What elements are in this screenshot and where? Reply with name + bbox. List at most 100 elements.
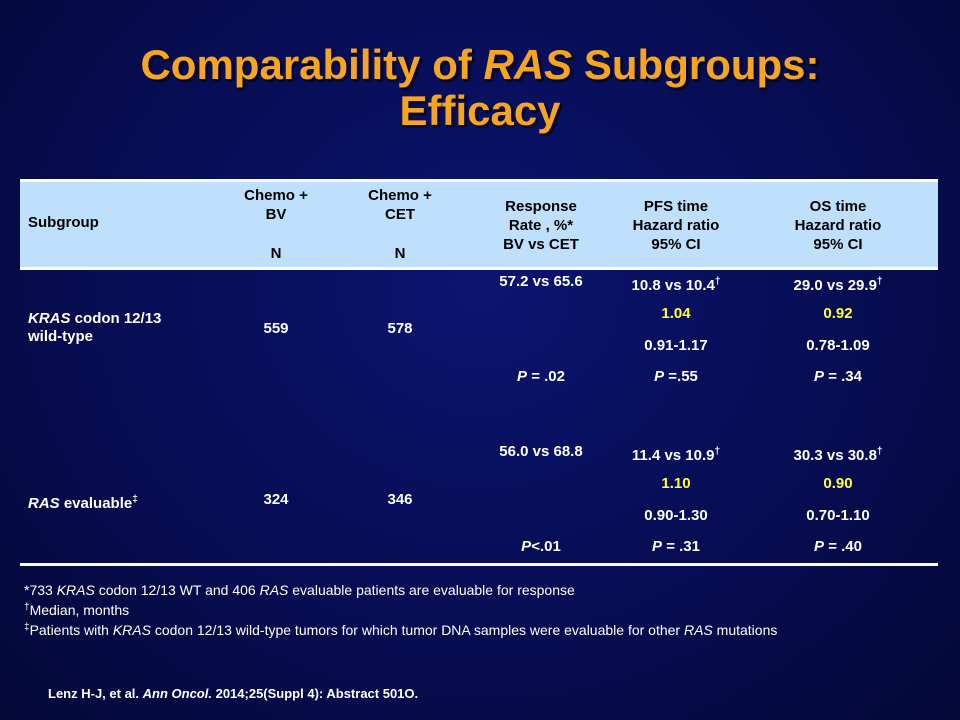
row1-response-rate: 57.2 vs 65.6 bbox=[499, 273, 583, 290]
title-text-part1: Comparability of bbox=[140, 41, 484, 88]
table-header-rule bbox=[20, 267, 938, 270]
row1-pfs-time: 10.8 vs 10.4† bbox=[596, 273, 756, 295]
row1-pfs-hr: 1.04 bbox=[661, 305, 691, 322]
header-pfs-line2: Hazard ratio bbox=[632, 217, 720, 234]
header-pfs: PFS time Hazard ratio 95% CI bbox=[596, 197, 756, 254]
row1-n-cet: 578 bbox=[387, 320, 413, 337]
row1-subgroup-line2: wild-type bbox=[28, 328, 94, 345]
row1-os-hr: 0.92 bbox=[823, 305, 853, 322]
row1-pfs-ci: 0.91-1.17 bbox=[644, 337, 708, 354]
footnote2-symbol: † bbox=[24, 602, 30, 613]
footnote-patients: ‡Patients with KRAS codon 12/13 wild-typ… bbox=[24, 619, 777, 639]
header-rr-line1: Response bbox=[505, 198, 577, 215]
row2-os-time-value: 30.3 vs 30.8 bbox=[793, 447, 877, 464]
row1-os-p: P = .34 bbox=[758, 368, 918, 386]
row2-pfs-ci: 0.90-1.30 bbox=[644, 507, 708, 524]
footnote1-e: evaluable patients are evaluable for res… bbox=[288, 582, 575, 598]
header-os-line3: 95% CI bbox=[813, 236, 863, 253]
title-text-part3: Subgroups: bbox=[572, 41, 820, 88]
header-os-line1: OS time bbox=[809, 198, 867, 215]
footnote-median: †Median, months bbox=[24, 599, 129, 619]
header-os-line2: Hazard ratio bbox=[794, 217, 882, 234]
header-response-rate: Response Rate , %* BV vs CET bbox=[466, 197, 616, 254]
footnote1-a: *733 bbox=[24, 582, 57, 598]
reference-details: 2014;25(Suppl 4): Abstract 501O. bbox=[211, 686, 419, 701]
row2-rr-p-value: <.01 bbox=[531, 538, 561, 555]
header-pfs-line3: 95% CI bbox=[651, 236, 701, 253]
row2-n-bv: 324 bbox=[263, 491, 289, 508]
row1-pfs-p-label: P bbox=[654, 368, 665, 385]
row1-os-time-value: 29.0 vs 29.9 bbox=[793, 277, 877, 294]
header-chemo-bv-n: N bbox=[270, 245, 282, 262]
row2-pfs-p-value: = .31 bbox=[662, 538, 700, 555]
table-top-rule bbox=[20, 179, 938, 182]
header-os: OS time Hazard ratio 95% CI bbox=[758, 197, 918, 254]
title-line-1: Comparability of RAS Subgroups: bbox=[0, 42, 960, 88]
footnote1-d: RAS bbox=[259, 582, 289, 598]
title-line-2: Efficacy bbox=[399, 87, 561, 134]
row1-subgroup: KRAS codon 12/13 wild-type bbox=[28, 310, 161, 346]
reference-journal: Ann Oncol. bbox=[142, 686, 212, 701]
footnote1-b: KRAS bbox=[56, 582, 95, 598]
row1-os-p-value: = .34 bbox=[824, 368, 862, 385]
row2-os-time: 30.3 vs 30.8† bbox=[758, 443, 918, 465]
row2-subgroup-rest: evaluable bbox=[59, 495, 133, 512]
row2-pfs-hr: 1.10 bbox=[661, 475, 691, 492]
row2-n-cet: 346 bbox=[387, 491, 413, 508]
header-chemo-bv: Chemo + BV bbox=[216, 186, 336, 224]
row2-pfs-dagger: † bbox=[714, 446, 721, 457]
row1-subgroup-gene: KRAS bbox=[28, 310, 71, 327]
reference-citation: Lenz H-J, et al. Ann Oncol. 2014;25(Supp… bbox=[48, 686, 418, 701]
footnote1-c: codon 12/13 WT and 406 bbox=[94, 582, 260, 598]
row2-rr-p-label: P bbox=[521, 538, 532, 555]
row1-pfs-dagger: † bbox=[714, 276, 721, 287]
row2-subgroup: RAS evaluable‡ bbox=[28, 491, 138, 513]
row1-rr-p-label: P bbox=[517, 368, 528, 385]
row2-rr-p: P<.01 bbox=[466, 538, 616, 556]
row1-os-ci: 0.78-1.09 bbox=[806, 337, 870, 354]
footnote3-b: KRAS bbox=[112, 622, 151, 638]
title-text-ras: RAS bbox=[483, 41, 573, 88]
row2-os-hr: 0.90 bbox=[823, 475, 853, 492]
row1-os-dagger: † bbox=[876, 276, 883, 287]
row2-os-ci: 0.70-1.10 bbox=[806, 507, 870, 524]
row1-pfs-p: P =.55 bbox=[596, 368, 756, 386]
row1-pfs-p-value: =.55 bbox=[664, 368, 698, 385]
row1-subgroup-line1: KRAS codon 12/13 bbox=[28, 310, 161, 328]
row1-os-p-label: P bbox=[814, 368, 825, 385]
row1-os-time: 29.0 vs 29.9† bbox=[758, 273, 918, 295]
header-subgroup: Subgroup bbox=[28, 214, 99, 231]
row2-subgroup-double-dagger: ‡ bbox=[132, 494, 138, 505]
row1-pfs-time-value: 10.8 vs 10.4 bbox=[631, 277, 715, 294]
footnote3-symbol: ‡ bbox=[24, 622, 30, 633]
footnote3-a: Patients with bbox=[29, 622, 113, 638]
header-rr-line2: Rate , %* bbox=[508, 217, 574, 234]
row2-os-p-label: P bbox=[814, 538, 825, 555]
header-rr-line3: BV vs CET bbox=[503, 236, 579, 253]
header-chemo-cet-n: N bbox=[394, 245, 406, 262]
footnote3-e: mutations bbox=[712, 622, 778, 638]
row2-subgroup-gene: RAS bbox=[28, 495, 60, 512]
row2-pfs-p-label: P bbox=[652, 538, 663, 555]
header-chemo-cet-line2: CET bbox=[385, 206, 415, 223]
row2-pfs-time: 11.4 vs 10.9† bbox=[596, 443, 756, 465]
header-chemo-bv-line1: Chemo + bbox=[244, 187, 308, 204]
row1-rr-p-value: = .02 bbox=[527, 368, 565, 385]
row1-n-bv: 559 bbox=[263, 320, 289, 337]
table-header-band bbox=[20, 180, 938, 268]
header-pfs-line1: PFS time bbox=[643, 198, 709, 215]
footnote3-c: codon 12/13 wild-type tumors for which t… bbox=[150, 622, 684, 638]
header-chemo-bv-line2: BV bbox=[265, 206, 287, 223]
row2-os-p-value: = .40 bbox=[824, 538, 862, 555]
header-chemo-cet-line1: Chemo + bbox=[368, 187, 432, 204]
row2-os-p: P = .40 bbox=[758, 538, 918, 556]
reference-authors: Lenz H-J, et al. bbox=[48, 686, 143, 701]
row1-rr-p: P = .02 bbox=[466, 368, 616, 386]
row2-pfs-time-value: 11.4 vs 10.9 bbox=[631, 447, 715, 464]
footnote-response: *733 KRAS codon 12/13 WT and 406 RAS eva… bbox=[24, 581, 575, 599]
footnote3-d: RAS bbox=[683, 622, 713, 638]
row2-response-rate: 56.0 vs 68.8 bbox=[499, 443, 583, 460]
row2-pfs-p: P = .31 bbox=[596, 538, 756, 556]
table-bottom-rule bbox=[20, 563, 938, 566]
row1-subgroup-rest: codon 12/13 bbox=[70, 310, 162, 327]
